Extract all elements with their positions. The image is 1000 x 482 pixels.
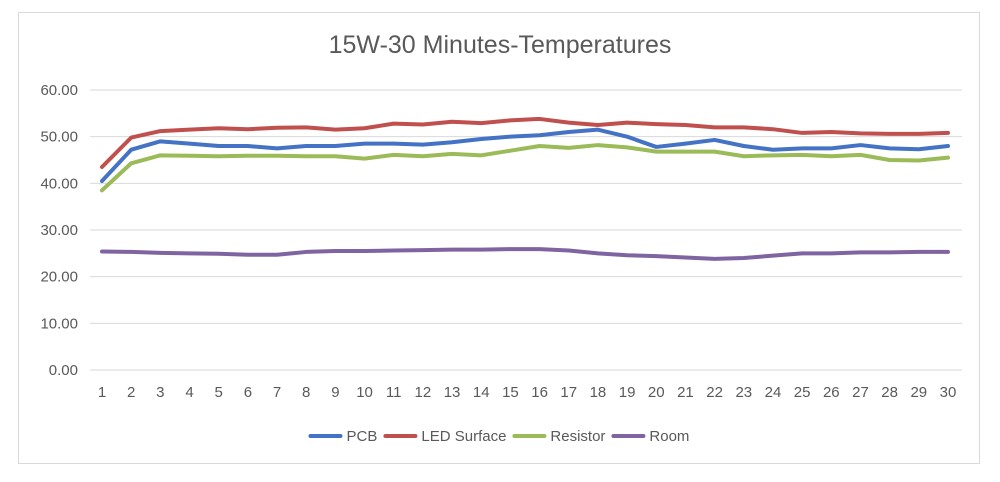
legend: PCB LED Surface Resistor Room — [308, 428, 689, 445]
x-tick-label: 25 — [794, 384, 811, 401]
legend-label: Room — [649, 428, 689, 445]
x-tick-label: 17 — [560, 384, 577, 401]
x-tick-label: 16 — [531, 384, 548, 401]
x-axis-ticks: 1 2 3 4 5 6 7 8 9 10 11 12 13 14 15 16 17 18 19 20 21 22 23 24 2… — [98, 384, 957, 401]
x-tick-label: 15 — [502, 384, 519, 401]
series-line-resistor — [100, 143, 950, 193]
series-lines — [100, 116, 950, 261]
series-line-pcb — [100, 127, 950, 183]
legend-item: LED Surface — [383, 428, 506, 445]
x-tick-label: 5 — [215, 384, 223, 401]
x-tick-label: 8 — [302, 384, 310, 401]
x-tick-label: 27 — [852, 384, 869, 401]
x-tick-label: 14 — [473, 384, 490, 401]
x-tick-label: 3 — [156, 384, 164, 401]
x-tick-label: 18 — [590, 384, 607, 401]
y-tick-label: 40.00 — [40, 175, 78, 192]
y-tick-label: 60.00 — [40, 82, 78, 99]
x-tick-label: 26 — [823, 384, 840, 401]
x-tick-label: 10 — [356, 384, 373, 401]
y-tick-label: 50.00 — [40, 129, 78, 146]
legend-item: Room — [611, 428, 689, 445]
x-tick-label: 30 — [940, 384, 957, 401]
y-tick-label: 30.00 — [40, 222, 78, 239]
legend-item: PCB — [308, 428, 378, 445]
legend-label: LED Surface — [421, 428, 506, 445]
x-tick-label: 23 — [735, 384, 752, 401]
x-tick-label: 2 — [127, 384, 135, 401]
x-tick-label: 22 — [706, 384, 723, 401]
y-tick-label: 20.00 — [40, 269, 78, 286]
x-tick-label: 1 — [98, 384, 106, 401]
y-tick-label: 10.00 — [40, 315, 78, 332]
x-tick-label: 13 — [444, 384, 461, 401]
x-tick-label: 19 — [619, 384, 636, 401]
legend-label: Resistor — [550, 428, 605, 445]
chart-title: 15W-30 Minutes-Temperatures — [329, 31, 672, 59]
x-tick-label: 6 — [244, 384, 252, 401]
x-tick-label: 21 — [677, 384, 694, 401]
x-tick-label: 29 — [910, 384, 927, 401]
x-tick-label: 7 — [273, 384, 281, 401]
chart-frame — [18, 12, 980, 464]
series-line-room — [100, 247, 950, 261]
legend-item: Resistor — [512, 428, 605, 445]
x-tick-label: 24 — [765, 384, 782, 401]
x-tick-label: 12 — [415, 384, 432, 401]
x-tick-label: 11 — [386, 384, 402, 401]
y-axis-ticks: 0.00 10.00 20.00 30.00 40.00 50.00 60.00 — [40, 82, 78, 379]
y-tick-label: 0.00 — [49, 362, 78, 379]
x-tick-label: 9 — [331, 384, 339, 401]
x-tick-label: 20 — [648, 384, 665, 401]
series-line-led-surface — [100, 116, 950, 169]
legend-label: PCB — [347, 428, 378, 445]
x-tick-label: 4 — [185, 384, 193, 401]
x-tick-label: 28 — [881, 384, 898, 401]
